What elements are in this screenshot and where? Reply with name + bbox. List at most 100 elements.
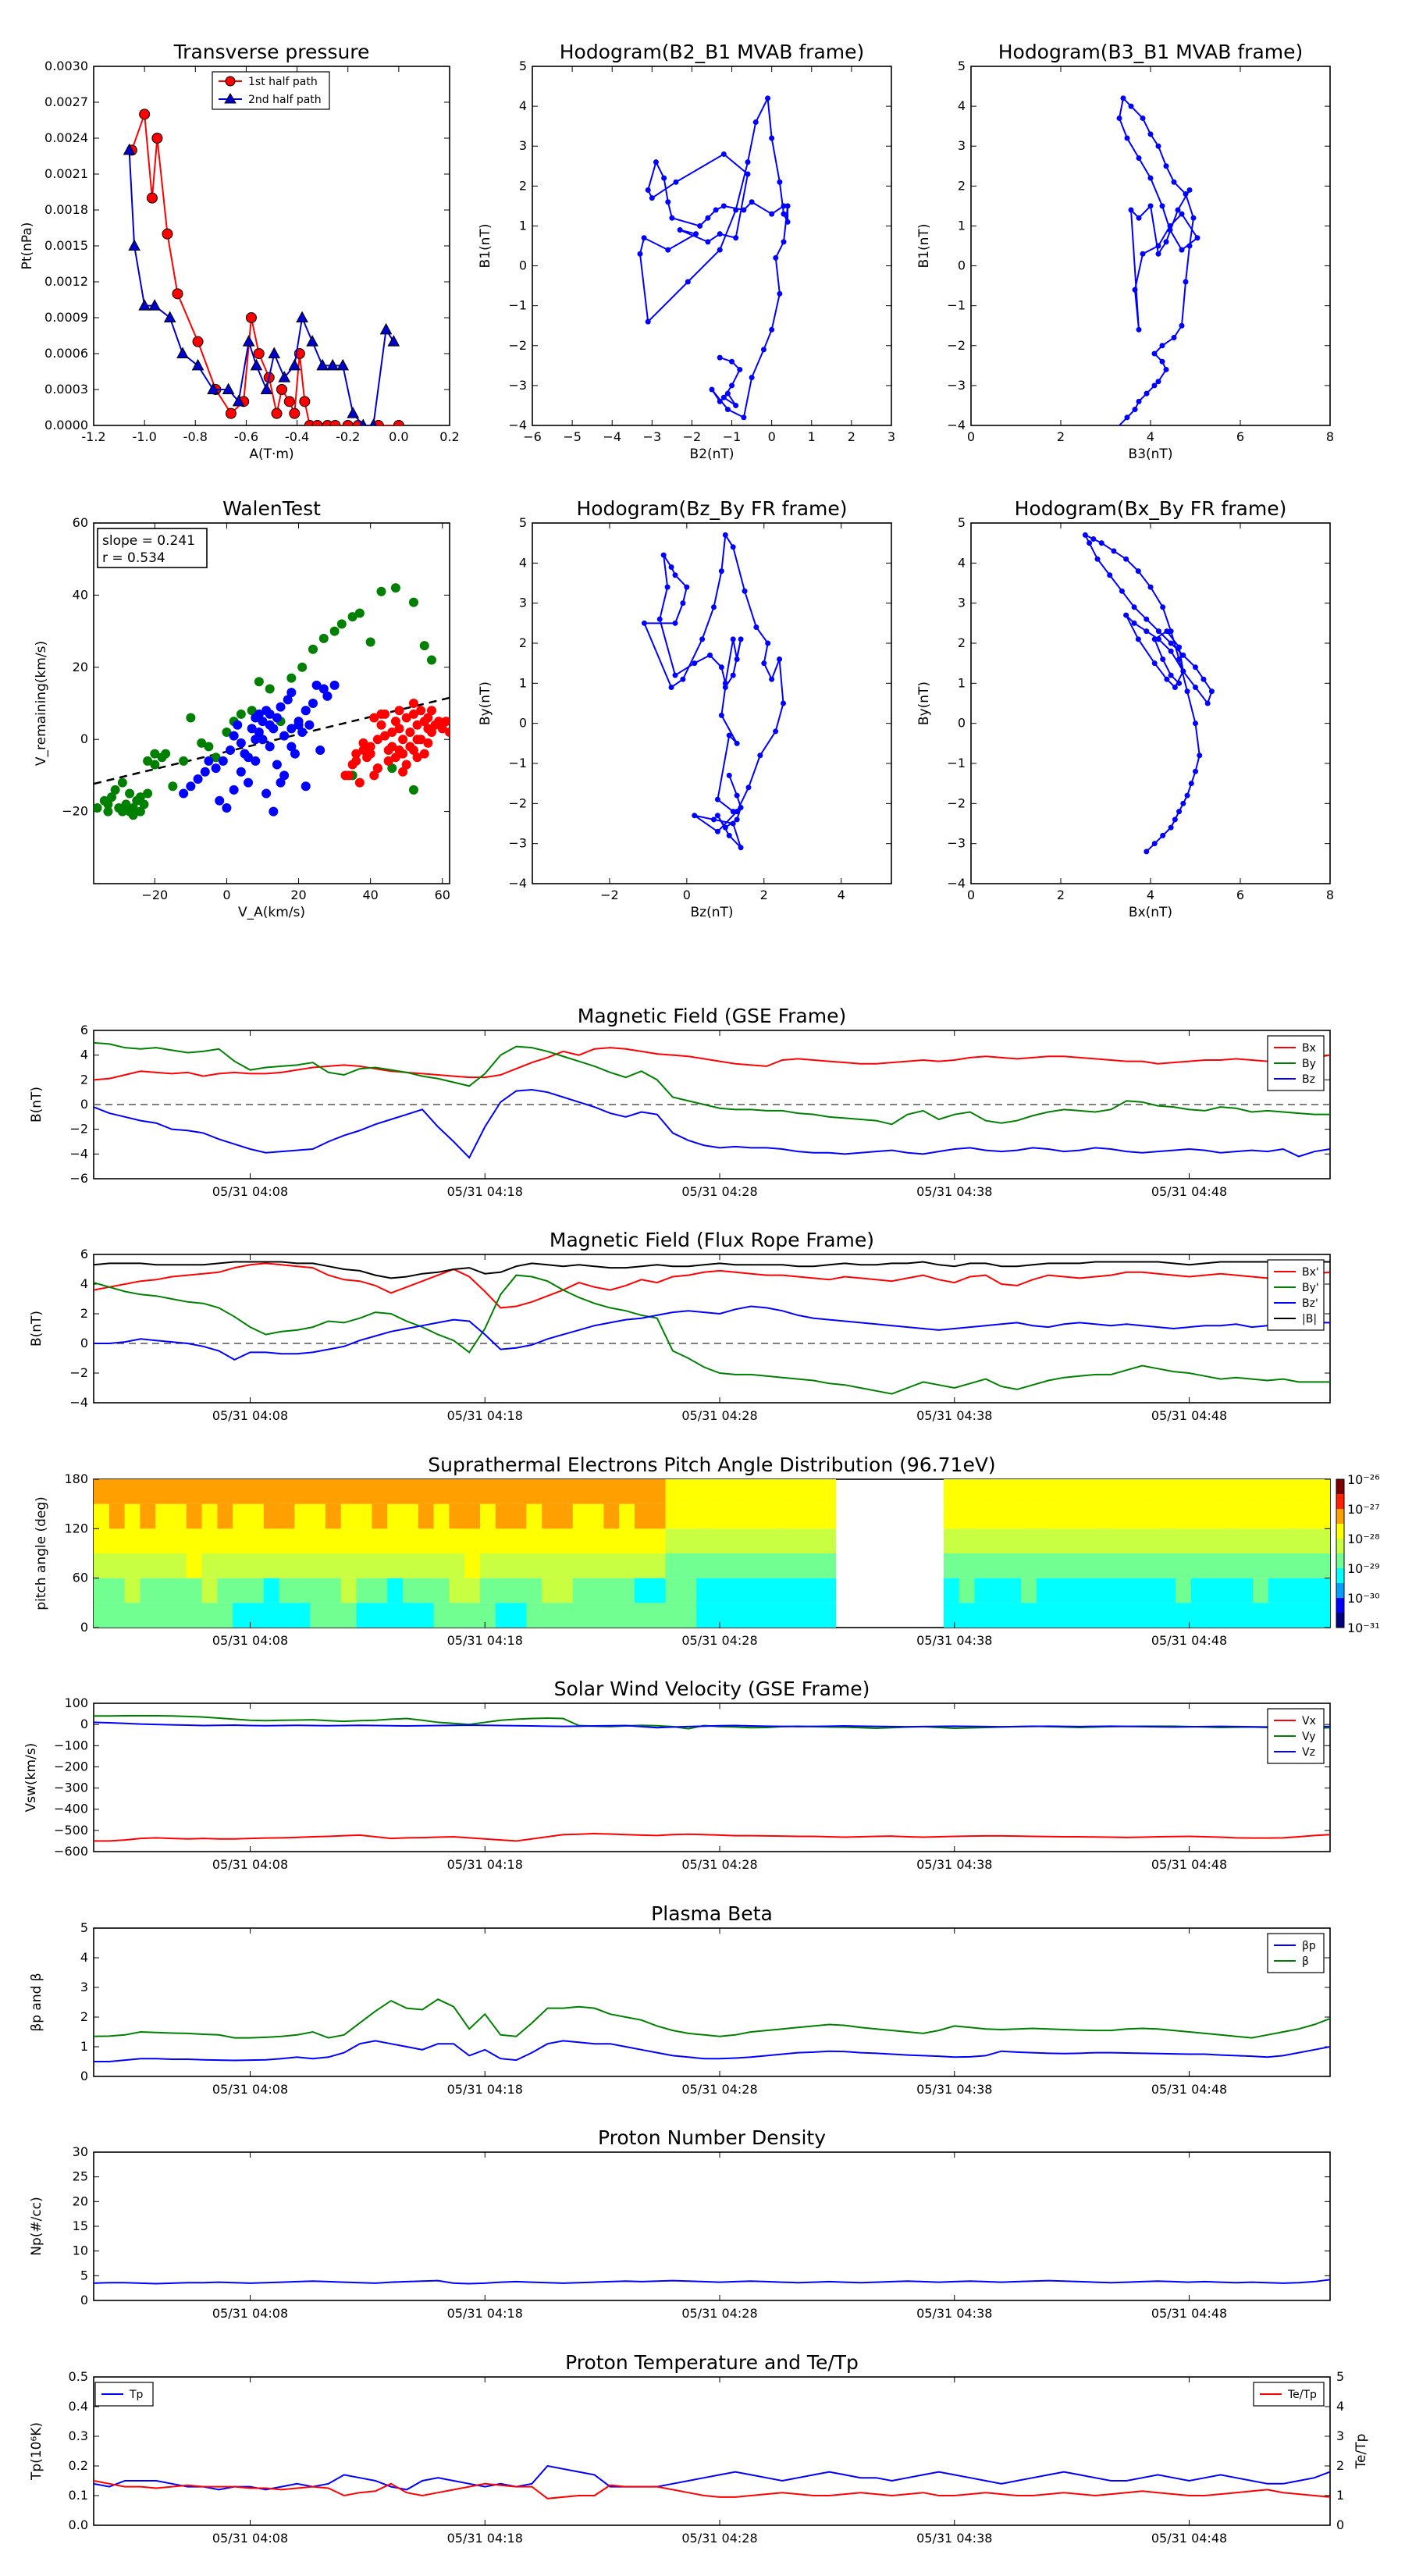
data-point [726, 832, 732, 838]
data-point [724, 390, 731, 397]
data-point [769, 211, 775, 217]
data-point [135, 792, 145, 802]
heatmap-cell [279, 1578, 295, 1603]
heatmap-cell [1160, 1578, 1176, 1603]
heatmap-cell [1160, 1503, 1176, 1529]
heatmap-cell [248, 1553, 265, 1578]
x-tick-label: 0.2 [439, 429, 459, 444]
y-tick-label: 1 [80, 2039, 88, 2054]
data-point [344, 770, 354, 781]
data-point [1167, 227, 1173, 233]
heatmap-cell [619, 1553, 635, 1578]
data-point [251, 756, 261, 766]
heatmap-cell [140, 1578, 156, 1603]
y-tick-label: −4 [947, 876, 966, 891]
heatmap-cell [433, 1603, 450, 1628]
data-point [645, 187, 651, 193]
x-tick-label: 05/31 04:08 [212, 2082, 288, 2097]
heatmap-cell [665, 1603, 681, 1628]
data-point [713, 207, 719, 213]
data-point [197, 738, 207, 748]
heatmap-cell [959, 1578, 976, 1603]
x-tick-label: 2 [848, 429, 855, 444]
data-point [359, 418, 367, 425]
data-point [172, 288, 183, 300]
x-tick-label: 05/31 04:18 [447, 1408, 523, 1423]
y-tick-label: 60 [73, 1571, 88, 1585]
series-line-1 [94, 1998, 1330, 2039]
data-point [1168, 824, 1174, 831]
heatmap-cell [263, 1503, 280, 1529]
y-tick-label: −4 [947, 418, 966, 432]
data-point [394, 724, 404, 734]
series-line-0 [94, 1262, 1330, 1309]
heatmap-cell [510, 1578, 527, 1603]
heatmap-cell [944, 1553, 960, 1578]
heatmap-cell [959, 1528, 976, 1553]
heatmap-cell [1314, 1553, 1330, 1578]
heatmap-cell [1113, 1528, 1130, 1553]
data-point [271, 407, 283, 419]
heatmap-cell [372, 1578, 388, 1603]
series-line-3 [94, 1261, 1330, 1279]
heatmap-cell [403, 1528, 419, 1553]
data-point [1155, 628, 1161, 635]
heatmap-cell [480, 1528, 496, 1553]
data-point [1184, 688, 1190, 695]
y-tick-label: 3 [519, 138, 527, 153]
y-tick-label: 0.0024 [44, 130, 88, 145]
data-point [289, 407, 301, 419]
data-point [1172, 684, 1178, 690]
data-point [714, 796, 720, 802]
heatmap-cell [340, 1479, 357, 1504]
heatmap-cell [124, 1528, 140, 1553]
data-point [1151, 382, 1158, 389]
heatmap-cell [1098, 1479, 1115, 1504]
data-point [405, 727, 415, 737]
x-tick-label: 0 [768, 429, 776, 444]
heatmap-cell [171, 1578, 187, 1603]
data-point [660, 552, 667, 558]
y-tick-label: 2 [958, 635, 966, 650]
heatmap-cell [990, 1603, 1006, 1628]
heatmap-cell [758, 1528, 774, 1553]
data-point [128, 810, 138, 820]
chart-title: Hodogram(Bx_By FR frame) [1015, 497, 1287, 520]
colorbar-band [1336, 1479, 1344, 1495]
heatmap-cell [1176, 1578, 1192, 1603]
series-line-2 [94, 1721, 1330, 1729]
data-point [733, 235, 739, 241]
heatmap-cell [340, 1528, 357, 1553]
data-point [253, 348, 265, 359]
legend-label: |B| [1302, 1313, 1317, 1325]
heatmap-cell [1299, 1578, 1315, 1603]
y-tick-label: 1 [958, 218, 966, 233]
data-point [1176, 644, 1183, 650]
x-tick-label: 05/31 04:08 [212, 1633, 288, 1648]
series-line-1 [94, 1274, 1330, 1395]
data-point [376, 709, 386, 719]
x-tick-label: 05/31 04:18 [447, 2082, 523, 2097]
plot-frame [93, 1030, 1331, 1179]
heatmap-cell [124, 1603, 140, 1628]
data-point [247, 724, 257, 734]
x-tick-label: 4 [838, 888, 845, 902]
data-point [1119, 588, 1125, 594]
y-axis-label: Tp(10⁶K) [29, 2422, 44, 2481]
heatmap-cell [433, 1553, 450, 1578]
data-point [730, 636, 736, 642]
data-point [741, 207, 747, 213]
y-tick-label: −200 [54, 1759, 88, 1774]
heatmap-cell [1268, 1528, 1285, 1553]
data-point [1184, 792, 1190, 799]
heatmap-cell [1190, 1553, 1208, 1578]
data-point [311, 680, 322, 690]
heatmap-cell [1144, 1553, 1161, 1578]
y-tick-label: −20 [62, 804, 88, 819]
data-point [673, 179, 679, 185]
data-point [315, 745, 325, 756]
heatmap-cell [572, 1479, 589, 1504]
heatmap-cell [108, 1528, 126, 1553]
heatmap-cell [449, 1578, 465, 1603]
data-point [329, 420, 341, 425]
